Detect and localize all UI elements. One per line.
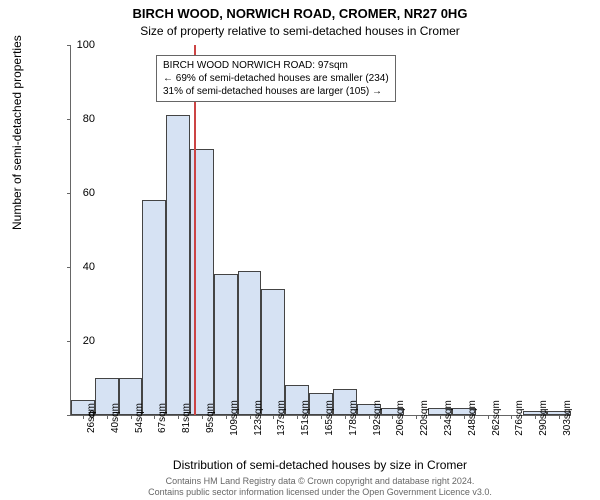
credit-text: Contains HM Land Registry data © Crown c… bbox=[70, 476, 570, 498]
x-tick-mark bbox=[416, 415, 417, 419]
x-tick-label: 220sqm bbox=[419, 400, 430, 436]
x-tick-mark bbox=[464, 415, 465, 419]
annotation-line: ← 69% of semi-detached houses are smalle… bbox=[163, 72, 389, 85]
y-tick-label: 80 bbox=[65, 113, 95, 125]
x-tick-mark bbox=[511, 415, 512, 419]
x-tick-mark bbox=[178, 415, 179, 419]
x-tick-label: 178sqm bbox=[348, 400, 359, 436]
y-axis-label: Number of semi-detached properties bbox=[10, 35, 24, 230]
x-tick-label: 290sqm bbox=[538, 400, 549, 436]
x-tick-mark bbox=[440, 415, 441, 419]
histogram-bar bbox=[166, 115, 190, 415]
x-tick-label: 165sqm bbox=[324, 400, 335, 436]
histogram-bar bbox=[214, 274, 238, 415]
x-tick-label: 137sqm bbox=[276, 400, 287, 436]
x-tick-label: 192sqm bbox=[372, 400, 383, 436]
x-tick-label: 248sqm bbox=[467, 400, 478, 436]
x-tick-mark bbox=[392, 415, 393, 419]
x-tick-mark bbox=[131, 415, 132, 419]
x-tick-mark bbox=[559, 415, 560, 419]
y-tick-label: 40 bbox=[65, 261, 95, 273]
annotation-box: BIRCH WOOD NORWICH ROAD: 97sqm← 69% of s… bbox=[156, 55, 396, 102]
x-tick-label: 262sqm bbox=[491, 400, 502, 436]
x-tick-label: 151sqm bbox=[300, 400, 311, 436]
x-tick-label: 303sqm bbox=[562, 400, 573, 436]
x-tick-label: 95sqm bbox=[205, 403, 216, 433]
x-tick-label: 81sqm bbox=[181, 403, 192, 433]
x-tick-mark bbox=[321, 415, 322, 419]
annotation-line: BIRCH WOOD NORWICH ROAD: 97sqm bbox=[163, 59, 389, 72]
x-tick-mark bbox=[535, 415, 536, 419]
x-tick-mark bbox=[250, 415, 251, 419]
y-tick-label: 20 bbox=[65, 335, 95, 347]
x-tick-label: 67sqm bbox=[157, 403, 168, 433]
x-tick-mark bbox=[297, 415, 298, 419]
credit-line-2: Contains public sector information licen… bbox=[148, 487, 492, 497]
x-tick-mark bbox=[226, 415, 227, 419]
x-tick-label: 54sqm bbox=[134, 403, 145, 433]
histogram-bar bbox=[142, 200, 166, 415]
histogram-bar bbox=[238, 271, 262, 415]
histogram-bar bbox=[261, 289, 285, 415]
x-tick-label: 234sqm bbox=[443, 400, 454, 436]
annotation-line: 31% of semi-detached houses are larger (… bbox=[163, 85, 389, 98]
x-tick-mark bbox=[369, 415, 370, 419]
chart-title-sub: Size of property relative to semi-detach… bbox=[0, 24, 600, 38]
x-axis-label: Distribution of semi-detached houses by … bbox=[70, 458, 570, 472]
x-tick-mark bbox=[154, 415, 155, 419]
y-tick-label: 60 bbox=[65, 187, 95, 199]
chart-title-main: BIRCH WOOD, NORWICH ROAD, CROMER, NR27 0… bbox=[0, 6, 600, 21]
x-tick-label: 109sqm bbox=[229, 400, 240, 436]
chart-container: BIRCH WOOD, NORWICH ROAD, CROMER, NR27 0… bbox=[0, 0, 600, 500]
x-tick-label: 206sqm bbox=[395, 400, 406, 436]
x-tick-mark bbox=[202, 415, 203, 419]
x-tick-label: 123sqm bbox=[253, 400, 264, 436]
x-tick-label: 26sqm bbox=[86, 403, 97, 433]
x-tick-mark bbox=[273, 415, 274, 419]
credit-line-1: Contains HM Land Registry data © Crown c… bbox=[166, 476, 475, 486]
x-tick-mark bbox=[345, 415, 346, 419]
x-tick-label: 40sqm bbox=[110, 403, 121, 433]
x-tick-label: 276sqm bbox=[514, 400, 525, 436]
x-tick-mark bbox=[488, 415, 489, 419]
x-tick-mark bbox=[107, 415, 108, 419]
y-tick-label: 100 bbox=[65, 39, 95, 51]
